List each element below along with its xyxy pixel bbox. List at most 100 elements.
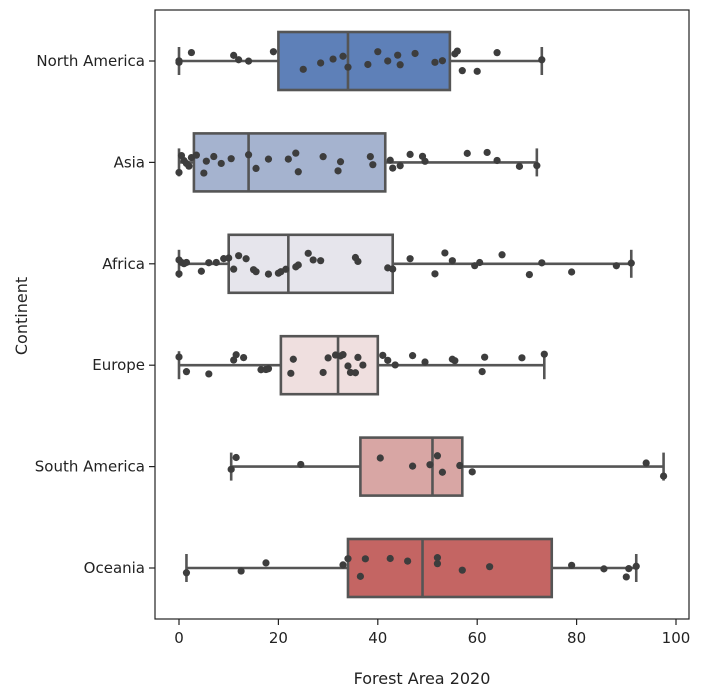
data-point-europe [232, 351, 240, 359]
data-point-asia [227, 155, 235, 163]
data-point-asia [200, 169, 208, 177]
y-tick-label-south-america: South America [35, 458, 145, 476]
data-point-asia [336, 158, 345, 166]
data-point-europe [540, 350, 548, 358]
data-point-asia [192, 151, 200, 159]
data-point-africa [309, 256, 317, 264]
data-point-asia [185, 162, 193, 170]
data-point-south-america [642, 459, 650, 467]
data-point-africa [538, 259, 546, 267]
data-point-europe [351, 369, 360, 377]
data-point-oceania [361, 555, 369, 563]
points-layer [175, 47, 668, 581]
data-point-oceania [632, 562, 640, 570]
x-tick-label-0: 0 [174, 629, 184, 647]
data-point-africa [627, 259, 635, 267]
data-point-europe [478, 367, 486, 376]
data-point-africa [197, 267, 205, 275]
data-point-europe [240, 353, 248, 362]
boxes-layer [177, 30, 665, 599]
data-point-south-america [456, 461, 464, 470]
data-point-europe [354, 353, 362, 362]
data-point-north-america [269, 48, 278, 56]
data-point-oceania [356, 572, 365, 580]
y-tick-label-europe: Europe [92, 356, 145, 374]
y-tick-label-oceania: Oceania [84, 559, 145, 577]
data-point-asia [366, 152, 374, 161]
data-point-asia [463, 149, 471, 157]
x-axis-label: Forest Area 2020 [354, 669, 491, 688]
data-point-europe [324, 354, 332, 362]
data-point-africa [225, 254, 233, 262]
data-point-oceania [386, 554, 394, 563]
data-point-north-america [244, 57, 253, 65]
data-point-europe [205, 370, 213, 378]
data-point-north-america [364, 60, 372, 69]
data-point-europe [287, 369, 295, 377]
data-point-africa [431, 270, 439, 278]
data-point-south-america [227, 465, 235, 473]
data-point-north-america [329, 55, 337, 63]
data-point-oceania [600, 565, 608, 573]
data-point-europe [264, 365, 273, 373]
data-point-oceania [622, 573, 630, 581]
data-point-africa [568, 268, 576, 276]
data-point-oceania [339, 561, 347, 569]
x-tick-label-80: 80 [567, 629, 586, 647]
data-point-north-america [344, 63, 352, 71]
data-point-africa [212, 258, 220, 267]
data-point-north-america [317, 59, 325, 67]
data-point-asia [493, 156, 501, 165]
data-point-africa [406, 255, 414, 263]
data-point-asia [515, 162, 524, 170]
data-point-africa [612, 262, 620, 270]
data-point-oceania [625, 565, 633, 573]
data-point-europe [359, 361, 367, 369]
data-point-africa [242, 255, 250, 263]
plot-frame [154, 9, 690, 620]
box-north-america [277, 30, 452, 92]
data-point-asia [252, 164, 260, 173]
data-point-north-america [431, 58, 439, 66]
data-point-africa [175, 270, 183, 278]
data-point-south-america [426, 461, 434, 469]
data-point-africa [294, 261, 302, 269]
x-tick-label-60: 60 [468, 629, 487, 647]
data-point-europe [451, 357, 459, 365]
y-tick-label-north-america: North America [36, 52, 145, 70]
data-point-oceania [262, 559, 270, 567]
data-point-oceania [182, 569, 191, 577]
data-point-south-america [659, 472, 668, 480]
data-point-north-america [187, 48, 196, 57]
data-point-oceania [404, 557, 412, 565]
data-point-africa [230, 265, 238, 273]
data-point-north-america [175, 58, 183, 66]
data-point-europe [481, 353, 489, 361]
data-point-north-america [299, 65, 307, 73]
data-point-europe [344, 362, 352, 370]
y-tick-label-asia: Asia [114, 153, 145, 171]
data-point-africa [448, 257, 456, 265]
plot-background [155, 10, 689, 619]
data-point-oceania [344, 555, 352, 563]
data-point-africa [498, 251, 506, 259]
data-point-asia [202, 157, 210, 165]
data-point-north-america [230, 51, 238, 59]
data-point-north-america [453, 47, 461, 55]
data-point-europe [182, 368, 191, 376]
x-tick-label-20: 20 [269, 629, 288, 647]
data-point-south-america [232, 453, 240, 462]
data-point-africa [205, 259, 213, 267]
data-point-africa [235, 252, 243, 260]
data-point-europe [421, 358, 429, 366]
data-point-north-america [339, 52, 347, 60]
data-point-oceania [433, 560, 442, 568]
data-point-oceania [568, 561, 576, 569]
data-point-oceania [237, 567, 245, 575]
data-point-asia [210, 152, 218, 161]
data-point-asia [406, 150, 414, 158]
data-point-south-america [376, 454, 384, 462]
data-point-north-america [396, 61, 404, 69]
